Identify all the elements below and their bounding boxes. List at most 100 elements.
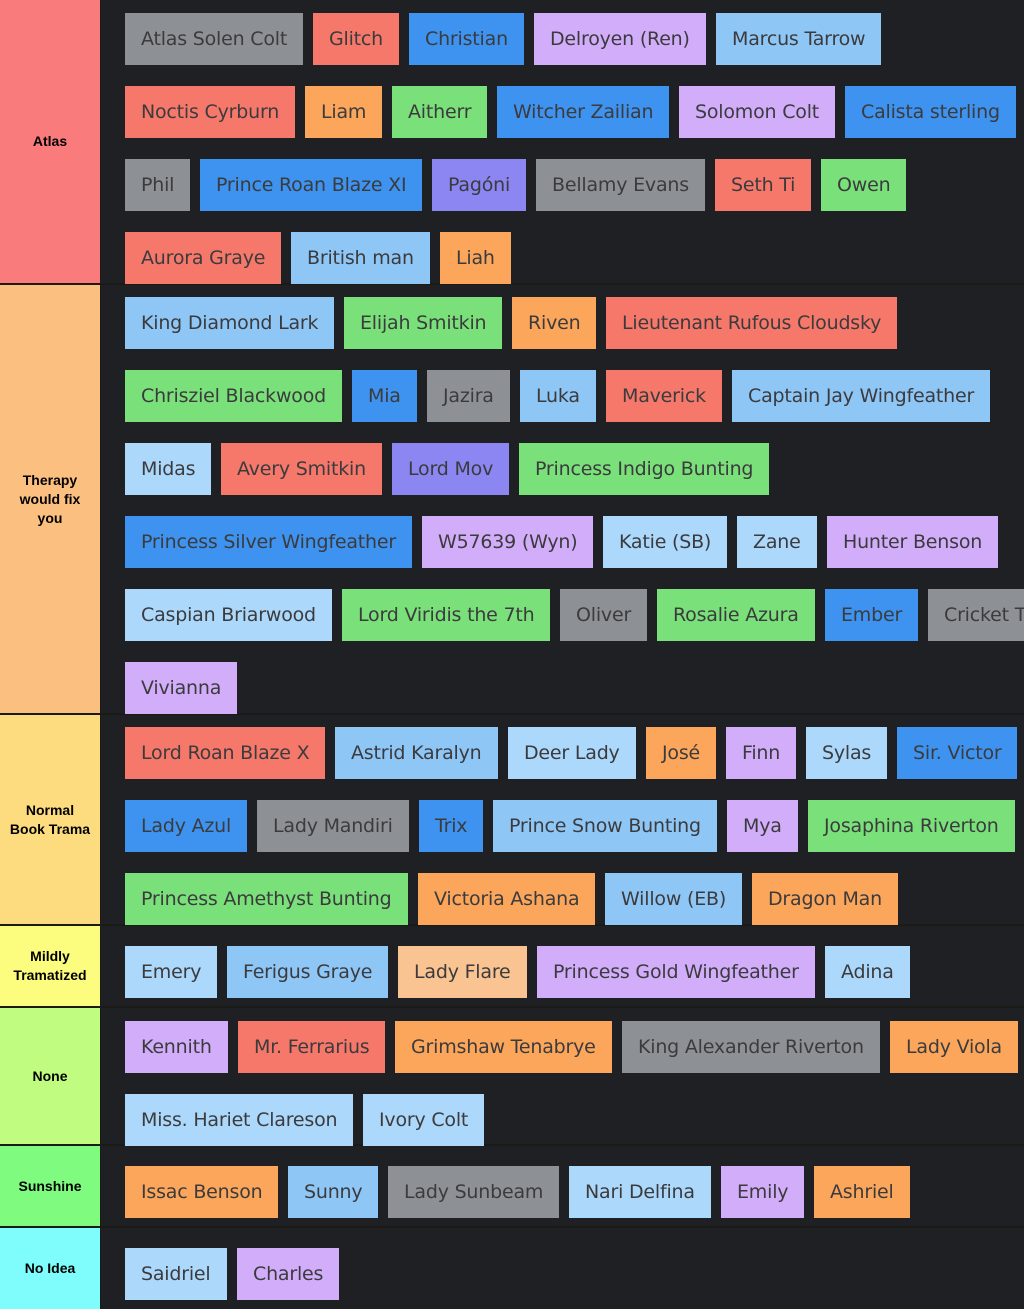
tier-item-card[interactable]: Finn [726,727,797,779]
tier-item-card[interactable]: José [646,727,717,779]
tier-item-card[interactable]: Luka [520,370,596,422]
tier-items-area[interactable]: King Diamond Lark Elijah Smitkin Riven Lieu… [101,285,1024,714]
tier-item-card[interactable]: Seth Ti [715,159,812,211]
tier-item-card[interactable]: Lord Roan Blaze X [125,727,326,779]
tier-item-card[interactable]: Ashriel [814,1166,910,1218]
tier-label[interactable]: No Idea [0,1228,100,1309]
tier-item-card[interactable]: Liam [305,86,383,138]
tier-item-card[interactable]: Grimshaw Tenabrye [395,1021,612,1073]
tier-label[interactable]: Therapy would fix you [0,285,100,713]
tier-items-area[interactable]: Kennith Mr. Ferrarius Grimshaw Tenabrye Kin… [101,1008,1024,1146]
tier-item-card[interactable]: Rosalie Azura [657,589,815,641]
tier-item-card[interactable]: Lady Mandiri [257,800,409,852]
tier-item-card[interactable]: Elijah Smitkin [344,297,503,349]
tier-item-card[interactable]: Lady Sunbeam [388,1166,560,1218]
tier-item-card[interactable]: British man [291,232,430,284]
tier-item-card[interactable]: Maverick [606,370,722,422]
tier-item-card[interactable]: Josaphina Riverton [808,800,1015,852]
tier-item-card[interactable]: Sylas [806,727,888,779]
tier-item-card[interactable]: W57639 (Wyn) [422,516,594,568]
tier-item-card[interactable]: Jazira [427,370,510,422]
tier-item-card[interactable]: Nari Delfina [569,1166,711,1218]
tier-item-card[interactable]: Lord Mov [392,443,510,495]
tier-item-card[interactable]: Midas [125,443,212,495]
tier-item-card[interactable]: King Diamond Lark [125,297,335,349]
tier-item-card[interactable]: Kennith [125,1021,228,1073]
tier-item-card[interactable]: Adina [825,946,910,998]
tier-label[interactable]: None [0,1008,100,1144]
tier-item-card[interactable]: Emily [721,1166,805,1218]
tier-item-card[interactable]: Calista sterling [845,86,1016,138]
tier-item-card[interactable]: Riven [512,297,597,349]
tier-item-card[interactable]: Ferigus Graye [227,946,389,998]
tier-items-area[interactable]: Lord Roan Blaze X Astrid Karalyn Deer Lady… [101,715,1024,925]
tier-item-card[interactable]: Charles [237,1248,340,1300]
tier-item-card[interactable]: Lord Viridis the 7th [342,589,551,641]
tier-item-card[interactable]: Pagóni [432,159,527,211]
tier-item-card[interactable]: Phil [125,159,191,211]
tier-item-card[interactable]: Willow (EB) [605,873,743,925]
tier-item-card[interactable]: Avery Smitkin [221,443,382,495]
tier-item-card[interactable]: Liah [440,232,511,284]
tier-item-card[interactable]: Lieutenant Rufous Cloudsky [606,297,898,349]
tier-item-card[interactable]: Oliver [560,589,648,641]
tier-item-card[interactable]: Prince Roan Blaze XI [200,159,423,211]
tier-item-card[interactable]: Aitherr [392,86,488,138]
tier-items-area[interactable]: Saidriel Charles [101,1228,1024,1309]
tier-item-card[interactable]: Astrid Karalyn [335,727,498,779]
tier-item-card[interactable]: Mr. Ferrarius [238,1021,386,1073]
tier-item-card[interactable]: Ember [825,589,919,641]
tier-item-card[interactable]: Prince Snow Bunting [493,800,717,852]
tier-item-card[interactable]: Ivory Colt [363,1094,485,1146]
tier-item-card[interactable]: Victoria Ashana [418,873,596,925]
tier-item-card[interactable]: Dragon Man [752,873,898,925]
tier-item-card[interactable]: Princess Silver Wingfeather [125,516,412,568]
tier-item-card[interactable]: Katie (SB) [603,516,728,568]
tier-item-card[interactable]: Mia [352,370,417,422]
tier-item-card[interactable]: Trix [419,800,484,852]
tier-item-card[interactable]: Sunny [288,1166,379,1218]
tier-item-card[interactable]: Chrisziel Blackwood [125,370,343,422]
tier-row: Therapy would fix you King Diamond Lark El… [0,285,1024,714]
tier-item-card[interactable]: Marcus Tarrow [716,13,882,65]
tier-item-card[interactable]: Witcher Zailian [497,86,670,138]
tier-row: Atlas Atlas Solen Colt Glitch Christian Delr… [0,0,1024,284]
tier-item-card[interactable]: Emery [125,946,218,998]
tier-items-area[interactable]: Issac Benson Sunny Lady Sunbeam Nari Delfin… [101,1146,1024,1226]
tier-item-card[interactable]: Atlas Solen Colt [125,13,304,65]
tier-item-card[interactable]: Christian [409,13,524,65]
tier-item-card[interactable]: Lady Flare [398,946,527,998]
tier-item-card[interactable]: Hunter Benson [827,516,999,568]
tier-item-card[interactable]: Deer Lady [508,727,636,779]
tier-item-card[interactable]: Lady Viola [890,1021,1018,1073]
tier-item-card[interactable]: Owen [821,159,907,211]
tier-label[interactable]: Normal Book Trama [0,715,100,924]
tier-item-card[interactable]: Aurora Graye [125,232,282,284]
tier-label[interactable]: Sunshine [0,1146,100,1226]
tier-item-card[interactable]: Glitch [313,13,400,65]
tier-item-card[interactable]: Issac Benson [125,1166,279,1218]
tier-label[interactable]: Atlas [0,0,100,283]
tier-item-card[interactable]: Bellamy Evans [536,159,705,211]
tier-item-card[interactable]: Noctis Cyrburn [125,86,296,138]
tier-item-card[interactable]: Princess Indigo Bunting [519,443,770,495]
tier-item-card[interactable]: Sir. Victor [897,727,1018,779]
tier-items-area[interactable]: Atlas Solen Colt Glitch Christian Delroyen … [101,0,1024,284]
tier-item-card[interactable]: Solomon Colt [679,86,836,138]
tier-item-card[interactable]: Lady Azul [125,800,248,852]
tier-item-card[interactable]: Princess Gold Wingfeather [537,946,815,998]
tier-item-card[interactable]: Caspian Briarwood [125,589,332,641]
tier-item-card[interactable]: King Alexander Riverton [622,1021,880,1073]
tier-item-card[interactable]: Delroyen (Ren) [534,13,706,65]
tier-items-area[interactable]: Emery Ferigus Graye Lady Flare Princess Gol… [101,926,1024,1006]
tier-item-card[interactable]: Cricket Ti [928,589,1024,641]
tier-item-card[interactable]: Saidriel [125,1248,227,1300]
tier-row: No Idea Saidriel Charles [0,1228,1024,1309]
tier-label[interactable]: Mildly Tramatized [0,926,100,1006]
tier-item-card[interactable]: Vivianna [125,662,238,714]
tier-item-card[interactable]: Mya [727,800,798,852]
tier-item-card[interactable]: Captain Jay Wingfeather [732,370,991,422]
tier-item-card[interactable]: Princess Amethyst Bunting [125,873,408,925]
tier-item-card[interactable]: Miss. Hariet Clareson [125,1094,354,1146]
tier-item-card[interactable]: Zane [737,516,817,568]
